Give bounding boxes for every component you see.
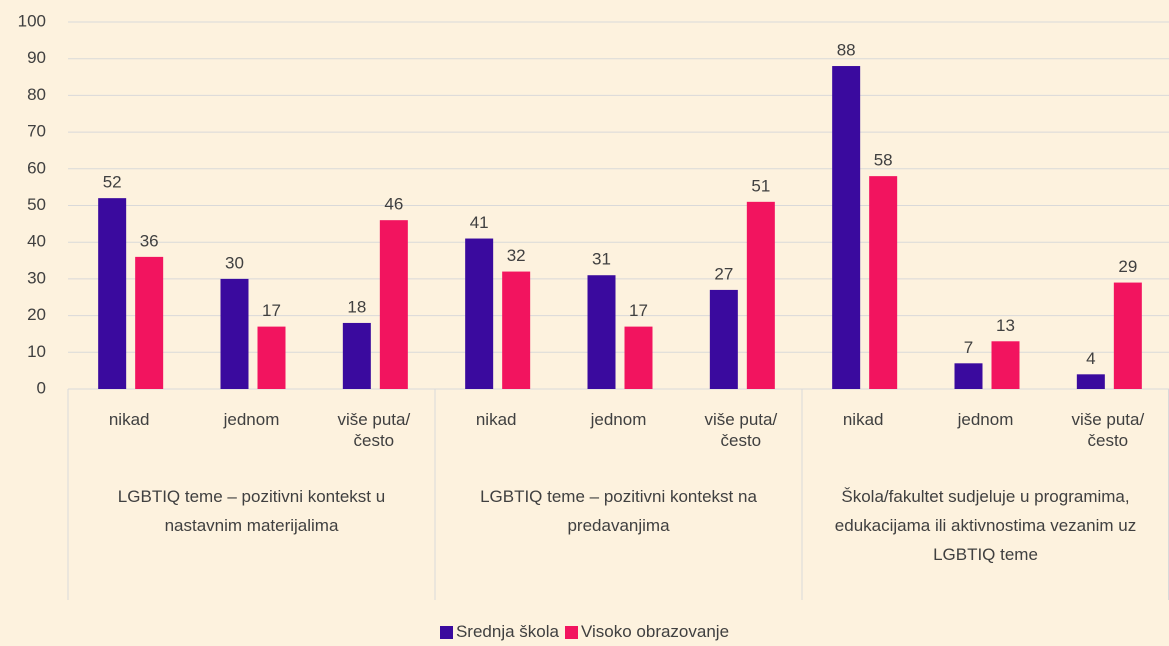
bar [342, 322, 371, 389]
bar [954, 363, 983, 389]
data-label: 18 [347, 297, 366, 316]
x-tick-label: jednom [590, 410, 647, 429]
bar [502, 271, 531, 389]
legend-label: Srednja škola [455, 622, 559, 641]
legend-item: Srednja škola [439, 622, 559, 642]
x-tick-label: više puta/često [337, 410, 411, 450]
y-tick-label: 0 [37, 378, 46, 397]
data-label: 32 [507, 246, 526, 265]
data-label: 4 [1086, 349, 1095, 368]
bar [220, 278, 249, 389]
data-label: 13 [996, 316, 1015, 335]
y-tick-label: 10 [27, 342, 46, 361]
bar [624, 326, 653, 389]
y-tick-label: 50 [27, 195, 46, 214]
y-tick-label: 60 [27, 158, 46, 177]
data-label: 52 [103, 173, 122, 192]
x-tick-label: više puta/često [1071, 410, 1145, 450]
bar [465, 238, 494, 389]
bar [1113, 282, 1142, 389]
data-label: 58 [874, 151, 893, 170]
y-tick-label: 20 [27, 305, 46, 324]
group-label: LGBTIQ teme – pozitivni kontekst u nasta… [117, 487, 386, 535]
y-tick-label: 70 [27, 122, 46, 141]
data-label: 17 [629, 301, 648, 320]
bar [379, 220, 408, 389]
y-tick-label: 30 [27, 268, 46, 287]
x-tick-label: nikad [475, 410, 517, 429]
bar [832, 66, 861, 389]
x-tick-label: više puta/često [704, 410, 778, 450]
bar [1076, 374, 1105, 389]
x-tick-label: nikad [108, 410, 150, 429]
data-label: 36 [140, 231, 159, 250]
data-label: 31 [592, 250, 611, 269]
x-tick-label: nikad [842, 410, 884, 429]
x-tick-label: jednom [957, 410, 1014, 429]
bar [991, 341, 1020, 389]
data-label: 7 [964, 338, 973, 357]
data-label: 41 [470, 213, 489, 232]
y-tick-label: 100 [18, 11, 46, 30]
bar [869, 176, 898, 389]
legend-label: Visoko obrazovanje [580, 622, 730, 641]
legend: Srednja škola Visoko obrazovanje [0, 622, 1169, 642]
y-tick-label: 40 [27, 232, 46, 251]
data-label: 27 [714, 264, 733, 283]
bar [257, 326, 286, 389]
bar [746, 201, 775, 389]
data-label: 17 [262, 301, 281, 320]
data-label: 29 [1118, 257, 1137, 276]
x-tick-label: jednom [223, 410, 280, 429]
data-label: 88 [837, 41, 856, 60]
y-tick-label: 90 [27, 48, 46, 67]
legend-swatch [564, 625, 578, 639]
data-label: 30 [225, 253, 244, 272]
group-label: LGBTIQ teme – pozitivni kontekst na pred… [480, 487, 757, 535]
y-tick-label: 80 [27, 85, 46, 104]
bar [587, 275, 616, 389]
group-label: Škola/fakultet sudjeluje u programima, e… [834, 487, 1137, 564]
bar [98, 198, 127, 389]
data-label: 51 [751, 176, 770, 195]
bar [709, 289, 738, 389]
legend-item: Visoko obrazovanje [564, 622, 730, 642]
bar [135, 256, 164, 389]
data-label: 46 [384, 195, 403, 214]
legend-swatch [439, 625, 453, 639]
